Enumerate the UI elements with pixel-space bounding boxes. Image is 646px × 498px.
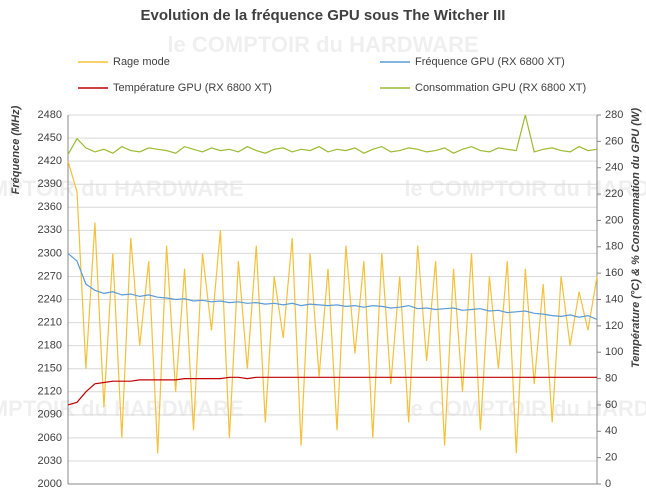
y2-tick-label: 120	[605, 320, 623, 332]
y2-tick-label: 260	[605, 135, 623, 147]
y-tick-label: 2210	[38, 316, 62, 328]
series-line	[67, 114, 598, 155]
y2-tick-label: 240	[605, 162, 623, 174]
y2-tick-label: 0	[605, 478, 611, 490]
y-tick-label: 2090	[38, 409, 62, 421]
y2-tick-label: 160	[605, 267, 623, 279]
y-tick-label: 2060	[38, 432, 62, 444]
y-tick-label: 2270	[38, 270, 62, 282]
y2-tick-label: 220	[605, 188, 623, 200]
legend-label: Température GPU (RX 6800 XT)	[113, 82, 272, 94]
y2-tick-label: 280	[605, 109, 623, 121]
y-tick-label: 2330	[38, 224, 62, 236]
y-tick-label: 2300	[38, 247, 62, 259]
y-tick-label: 2180	[38, 340, 62, 352]
watermark: le COMPTOIR du HARDWARE	[0, 176, 244, 201]
y2-tick-label: 20	[605, 452, 617, 464]
y2-tick-label: 80	[605, 372, 617, 384]
y2-axis-title: Température (°C) & % Consommation du GPU…	[630, 108, 642, 368]
y2-tick-label: 140	[605, 293, 623, 305]
y-axis-title: Fréquence (MHz)	[10, 105, 22, 194]
watermark: le COMPTOIR du HARDWARE	[167, 32, 478, 57]
series-line	[67, 252, 598, 321]
y2-tick-label: 200	[605, 214, 623, 226]
legend-label: Rage mode	[113, 56, 170, 68]
y-tick-label: 2420	[38, 155, 62, 167]
chart-title: Evolution de la fréquence GPU sous The W…	[141, 7, 506, 24]
y-tick-label: 2480	[38, 109, 62, 121]
legend-label: Fréquence GPU (RX 6800 XT)	[415, 56, 565, 68]
y-tick-label: 2450	[38, 132, 62, 144]
y2-tick-label: 180	[605, 241, 623, 253]
y-tick-label: 2360	[38, 201, 62, 213]
legend-label: Consommation GPU (RX 6800 XT)	[415, 82, 586, 94]
series-line	[67, 376, 597, 406]
watermark: le COMPTOIR du HARDWARE	[0, 396, 244, 421]
y2-tick-label: 100	[605, 346, 623, 358]
y-tick-label: 2150	[38, 363, 62, 375]
y2-tick-label: 40	[605, 425, 617, 437]
y-tick-label: 2390	[38, 178, 62, 190]
series-line	[67, 160, 598, 454]
y-tick-label: 2240	[38, 293, 62, 305]
watermark: le COMPTOIR du HARDWARE	[404, 176, 646, 201]
watermark: le COMPTOIR du HARDWARE	[404, 396, 646, 421]
y-tick-label: 2120	[38, 386, 62, 398]
y-tick-label: 2030	[38, 455, 62, 467]
y-tick-label: 2000	[38, 478, 62, 490]
y2-tick-label: 60	[605, 399, 617, 411]
